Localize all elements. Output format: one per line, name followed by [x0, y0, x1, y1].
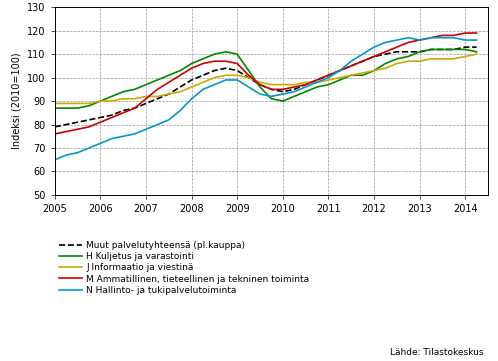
Legend: Muut palvelutyhteensä (pl.kauppa), H Kuljetus ja varastointi, J Informaatio ja v: Muut palvelutyhteensä (pl.kauppa), H Kul… [59, 241, 309, 295]
Y-axis label: Indeksi (2010=100): Indeksi (2010=100) [11, 53, 22, 149]
Text: Lähde: Tilastokeskus: Lähde: Tilastokeskus [389, 348, 483, 357]
